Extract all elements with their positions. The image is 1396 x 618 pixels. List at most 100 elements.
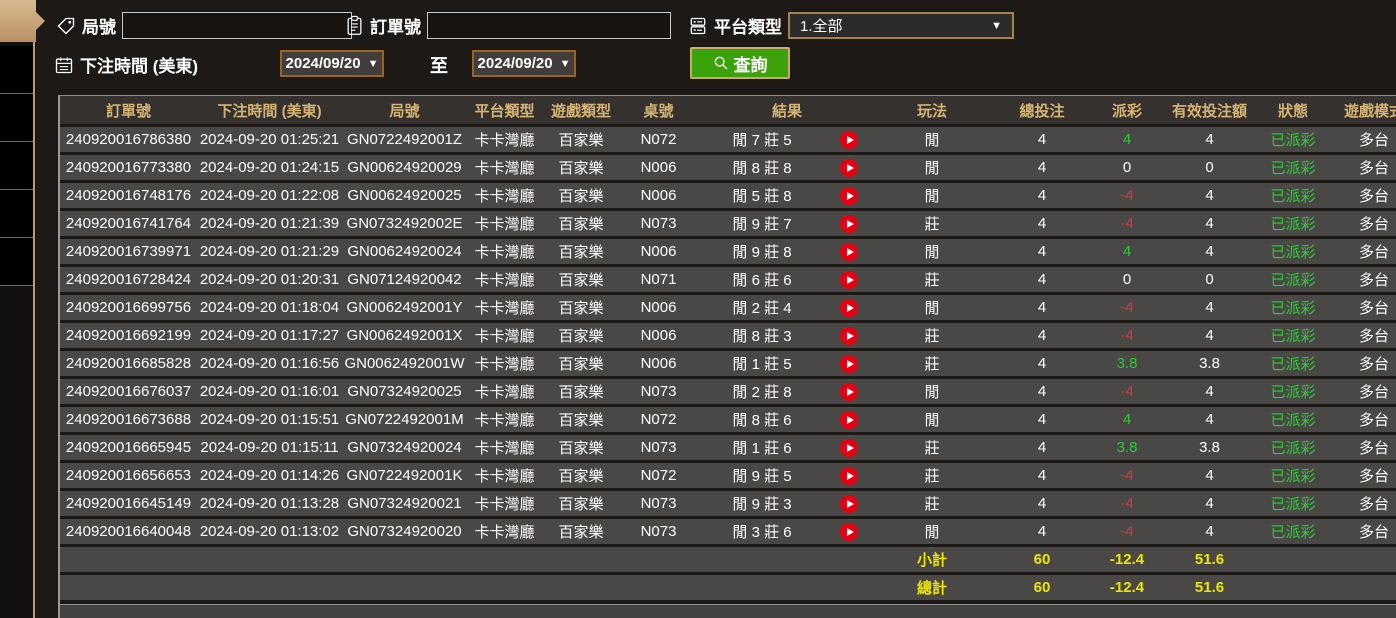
cell-total-bet: 4	[1037, 131, 1047, 148]
cell-status: 已派彩	[1270, 496, 1316, 513]
video-play-icon[interactable]	[840, 130, 858, 149]
video-play-icon[interactable]	[840, 214, 858, 233]
cell-status: 已派彩	[1270, 524, 1316, 541]
total-row: 總計 60 -12.4 51.6	[60, 575, 1396, 600]
round-filter: 局號	[56, 12, 352, 39]
cell-table-number: N072	[640, 467, 677, 484]
platform-label: 平台類型	[714, 18, 782, 37]
cell-valid-bet: 4	[1205, 215, 1214, 232]
cell-play-type: 莊	[924, 496, 940, 513]
result-text: 閒 8 莊 3	[732, 328, 792, 345]
video-play-icon[interactable]	[840, 186, 858, 205]
cell-table-number: N006	[640, 299, 677, 316]
cell-order-number: 240920016741764	[65, 215, 192, 232]
cell-total-bet: 4	[1037, 495, 1047, 512]
table-row: 240920016786380 2024-09-20 01:25:21 GN07…	[60, 127, 1396, 152]
date-from-picker[interactable]: 2024/09/20 ▼	[280, 50, 384, 77]
video-play-icon[interactable]	[840, 382, 858, 401]
cell-game-mode: 多台	[1358, 524, 1389, 541]
sidebar-menu-item[interactable]	[0, 142, 33, 190]
col-header-play: 玩法	[916, 102, 947, 120]
video-play-icon[interactable]	[840, 522, 858, 541]
col-header-bet: 總投注	[1019, 102, 1065, 120]
cell-play-type: 莊	[924, 272, 940, 289]
cell-table-number: N073	[640, 523, 677, 540]
cell-round-number: GN00624920025	[347, 187, 462, 204]
cell-round-number: GN0732492002E	[346, 215, 463, 232]
cell-order-number: 240920016692199	[65, 327, 192, 344]
order-input[interactable]	[427, 12, 671, 39]
video-play-icon[interactable]	[840, 158, 858, 177]
cell-result: 閒 9 莊 7	[697, 211, 877, 236]
sidebar-menu-item[interactable]	[0, 46, 33, 94]
cell-table-number: N073	[640, 495, 677, 512]
cell-valid-bet: 4	[1205, 467, 1214, 484]
cell-total-bet: 4	[1037, 243, 1047, 260]
cell-round-number: GN07324920024	[347, 439, 462, 456]
search-icon	[713, 55, 729, 71]
cell-total-bet: 4	[1037, 383, 1047, 400]
video-play-icon[interactable]	[840, 494, 858, 513]
table-row: 240920016685828 2024-09-20 01:16:56 GN00…	[60, 351, 1396, 376]
cell-round-number: GN0062492001Y	[346, 299, 463, 316]
cell-platform: 卡卡灣廳	[474, 244, 535, 261]
result-text: 閒 8 莊 8	[732, 160, 792, 177]
col-header-mode: 遊戲模式	[1343, 102, 1396, 120]
result-text: 閒 6 莊 6	[732, 272, 792, 289]
cell-platform: 卡卡灣廳	[474, 356, 535, 373]
platform-select[interactable]: 1.全部 ▼	[788, 12, 1014, 39]
video-play-icon[interactable]	[840, 410, 858, 429]
video-play-icon[interactable]	[840, 354, 858, 373]
cell-play-type: 閒	[924, 384, 940, 401]
sidebar-menu-item[interactable]	[0, 190, 33, 238]
sidebar-menu-item[interactable]	[0, 94, 33, 142]
cell-result: 閒 5 莊 8	[697, 183, 877, 208]
result-text: 閒 8 莊 6	[732, 412, 792, 429]
video-play-icon[interactable]	[840, 466, 858, 485]
cell-payout: -4	[1120, 383, 1134, 400]
cell-result: 閒 9 莊 3	[697, 491, 877, 516]
cell-game-mode: 多台	[1358, 188, 1389, 205]
chevron-down-icon: ▼	[559, 57, 571, 70]
result-text: 閒 1 莊 6	[732, 440, 792, 457]
calendar-icon	[54, 55, 74, 75]
cell-table-number: N006	[640, 243, 677, 260]
cell-order-number: 240920016748176	[65, 187, 192, 204]
search-button[interactable]: 查詢	[690, 47, 790, 79]
result-text: 閒 3 莊 6	[732, 524, 792, 541]
cell-payout: -4	[1120, 327, 1134, 344]
round-input[interactable]	[122, 12, 352, 39]
sidebar-menu-item[interactable]	[0, 238, 33, 286]
video-play-icon[interactable]	[840, 326, 858, 345]
table-row: 240920016640048 2024-09-20 01:13:02 GN07…	[60, 519, 1396, 544]
sidebar-header-block	[0, 0, 45, 42]
video-play-icon[interactable]	[840, 298, 858, 317]
table-row: 240920016656653 2024-09-20 01:14:26 GN07…	[60, 463, 1396, 488]
col-header-platform: 平台類型	[474, 102, 535, 120]
video-play-icon[interactable]	[840, 438, 858, 457]
video-play-icon[interactable]	[840, 270, 858, 289]
chevron-down-icon: ▼	[367, 57, 379, 70]
cell-platform: 卡卡灣廳	[474, 440, 535, 457]
cell-status: 已派彩	[1270, 440, 1316, 457]
video-play-icon[interactable]	[840, 242, 858, 261]
date-to-picker[interactable]: 2024/09/20 ▼	[472, 50, 576, 77]
cell-round-number: GN0062492001W	[344, 355, 465, 372]
cell-bet-time: 2024-09-20 01:13:02	[199, 523, 340, 540]
date-to-group: 2024/09/20 ▼	[472, 50, 576, 77]
cell-game-type: 百家樂	[558, 468, 604, 485]
cell-game-mode: 多台	[1358, 272, 1389, 289]
cell-platform: 卡卡灣廳	[474, 524, 535, 541]
cell-game-type: 百家樂	[558, 496, 604, 513]
cell-round-number: GN0062492001X	[346, 327, 463, 344]
cell-play-type: 閒	[924, 188, 940, 205]
col-header-status: 狀態	[1277, 102, 1308, 120]
date-from-value: 2024/09/20	[285, 55, 361, 72]
cell-game-type: 百家樂	[558, 216, 604, 233]
cell-platform: 卡卡灣廳	[474, 188, 535, 205]
cell-valid-bet: 4	[1205, 299, 1214, 316]
cell-status: 已派彩	[1270, 160, 1316, 177]
cell-order-number: 240920016773380	[65, 159, 192, 176]
cell-bet-time: 2024-09-20 01:14:26	[199, 467, 340, 484]
